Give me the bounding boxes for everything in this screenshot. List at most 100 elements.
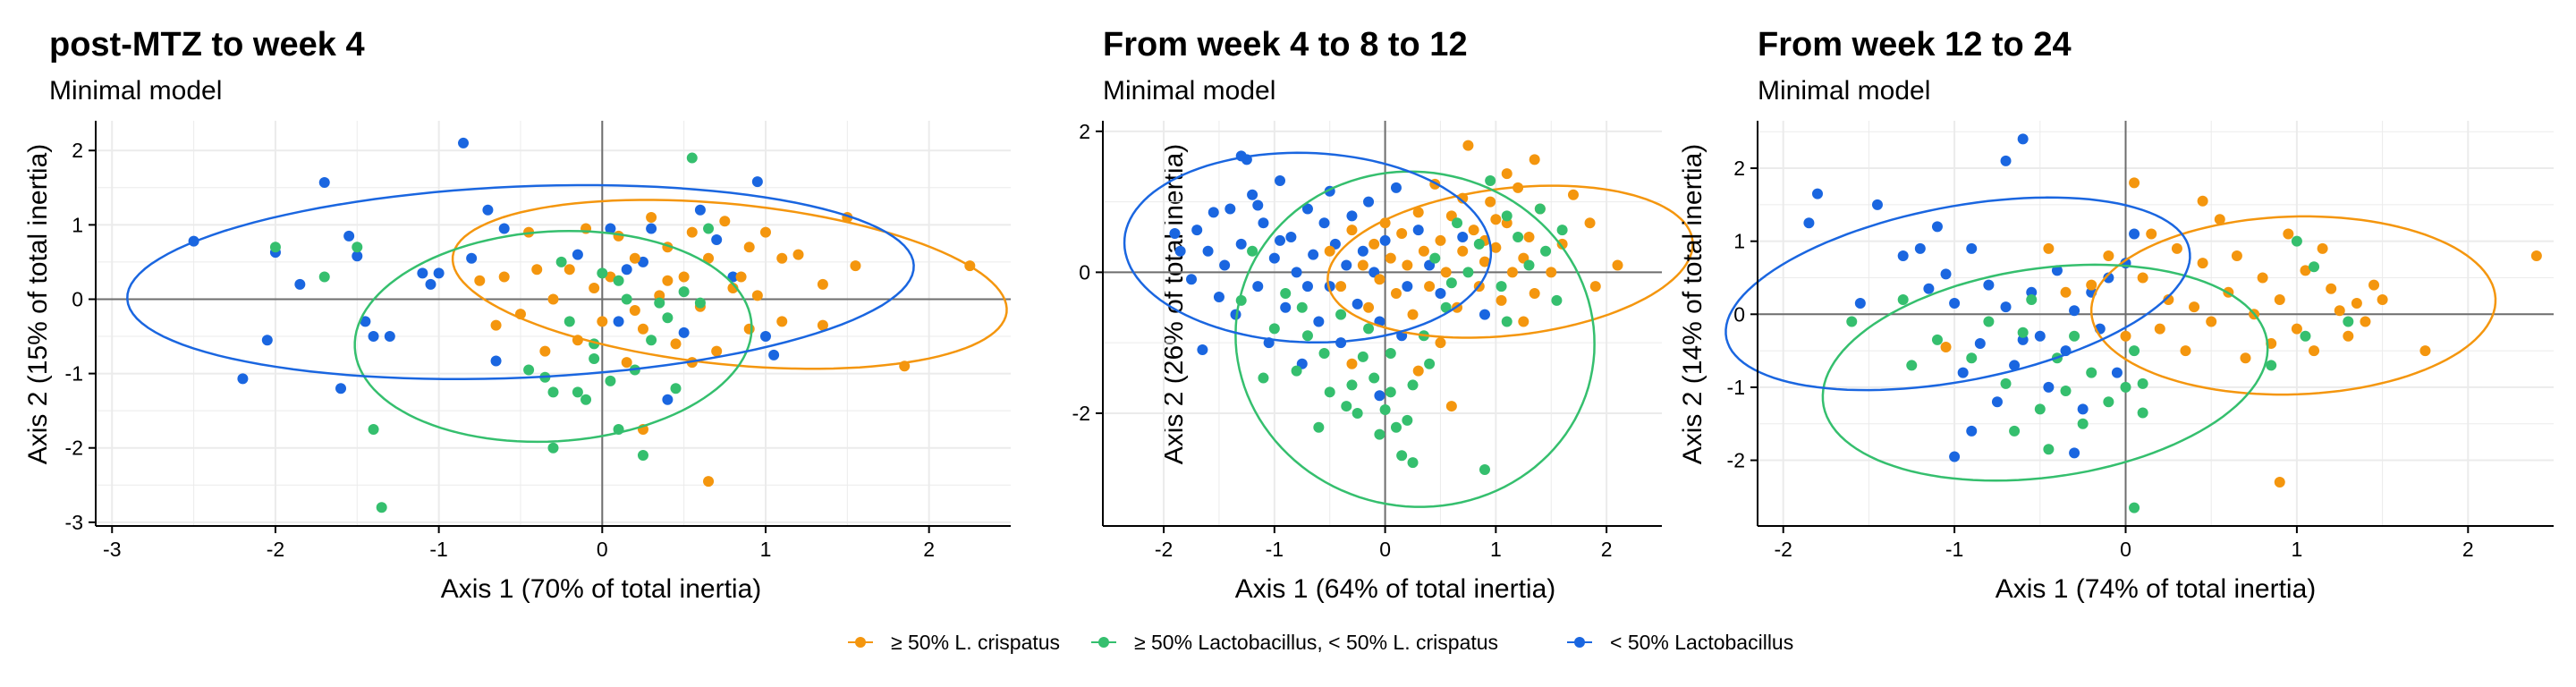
data-point-lacto bbox=[1335, 309, 1347, 320]
data-point-low bbox=[1940, 268, 1952, 280]
data-point-low bbox=[458, 137, 470, 148]
data-point-low bbox=[1169, 228, 1181, 240]
data-point-crispatus bbox=[589, 283, 600, 294]
x-tick-label: 0 bbox=[1379, 538, 1391, 561]
y-tick-label: 1 bbox=[72, 213, 83, 236]
data-point-low bbox=[490, 355, 502, 367]
data-point-low bbox=[1803, 217, 1815, 229]
data-point-lacto bbox=[547, 386, 559, 398]
chart-subtitle: Minimal model bbox=[1758, 76, 1930, 106]
data-point-low bbox=[2051, 265, 2063, 276]
data-point-lacto bbox=[564, 316, 575, 327]
data-point-low bbox=[1275, 234, 1286, 246]
chart-title: From week 4 to 8 to 12 bbox=[1103, 26, 1468, 64]
data-point-lacto bbox=[269, 242, 281, 253]
data-point-lacto bbox=[1368, 372, 1380, 384]
data-point-lacto bbox=[1341, 401, 1352, 412]
data-point-low bbox=[1402, 281, 1413, 293]
data-point-lacto bbox=[2343, 316, 2354, 327]
data-point-crispatus bbox=[654, 290, 665, 301]
data-point-lacto bbox=[2000, 377, 2012, 389]
data-point-lacto bbox=[597, 267, 608, 279]
data-point-lacto bbox=[1363, 323, 1375, 335]
data-point-crispatus bbox=[2060, 286, 2072, 298]
data-point-crispatus bbox=[1468, 225, 1479, 236]
data-point-crispatus bbox=[2206, 316, 2217, 327]
data-point-lacto bbox=[1324, 386, 1335, 398]
data-point-crispatus bbox=[1346, 358, 1358, 369]
data-point-crispatus bbox=[1589, 281, 1601, 293]
data-point-low bbox=[1341, 259, 1352, 271]
data-point-lacto bbox=[2034, 403, 2046, 415]
data-point-low bbox=[384, 331, 395, 343]
data-point-lacto bbox=[1407, 379, 1419, 391]
data-point-low bbox=[751, 176, 763, 188]
data-point-crispatus bbox=[1357, 259, 1368, 271]
data-point-low bbox=[343, 230, 355, 242]
data-point-crispatus bbox=[547, 293, 559, 305]
data-point-low bbox=[1318, 217, 1330, 229]
data-point-lacto bbox=[1280, 288, 1292, 300]
x-tick-label: 2 bbox=[923, 538, 935, 561]
gridlines bbox=[96, 121, 1011, 526]
data-point-low bbox=[294, 278, 306, 290]
data-point-crispatus bbox=[2283, 228, 2294, 240]
data-point-low bbox=[1224, 203, 1236, 215]
data-point-lacto bbox=[2069, 330, 2080, 342]
data-point-crispatus bbox=[1445, 401, 1457, 412]
data-point-lacto bbox=[1479, 463, 1490, 475]
data-point-low bbox=[1435, 288, 1446, 300]
data-point-crispatus bbox=[2154, 323, 2165, 335]
data-point-lacto bbox=[1424, 358, 1436, 369]
data-point-low bbox=[1291, 267, 1302, 278]
data-point-crispatus bbox=[1324, 245, 1335, 257]
data-point-lacto bbox=[1540, 245, 1552, 257]
data-point-crispatus bbox=[1385, 252, 1396, 264]
data-point-crispatus bbox=[2086, 279, 2097, 291]
y-tick-label: -1 bbox=[1727, 376, 1745, 399]
data-point-crispatus bbox=[2530, 250, 2542, 261]
x-tick-label: -2 bbox=[267, 538, 284, 561]
data-point-crispatus bbox=[1363, 301, 1375, 313]
confidence-ellipse-crispatus bbox=[451, 199, 1008, 370]
data-point-low bbox=[1949, 298, 1961, 310]
data-point-lacto bbox=[2009, 425, 2021, 437]
data-point-lacto bbox=[1291, 365, 1302, 377]
data-point-crispatus bbox=[1529, 154, 1540, 165]
data-point-crispatus bbox=[817, 278, 828, 290]
data-point-lacto bbox=[523, 364, 535, 376]
data-point-crispatus bbox=[1368, 238, 1380, 250]
data-point-crispatus bbox=[703, 476, 715, 488]
data-point-low bbox=[335, 383, 347, 394]
data-point-crispatus bbox=[1546, 267, 1557, 278]
data-point-crispatus bbox=[646, 212, 657, 224]
data-point-lacto bbox=[352, 242, 363, 253]
data-point-lacto bbox=[1501, 316, 1513, 327]
data-point-lacto bbox=[2129, 345, 2140, 357]
data-point-lacto bbox=[1390, 421, 1402, 433]
data-point-crispatus bbox=[1374, 274, 1385, 285]
data-point-low bbox=[2129, 228, 2140, 240]
data-point-crispatus bbox=[850, 260, 861, 272]
data-point-low bbox=[621, 264, 632, 276]
data-point-low bbox=[1357, 245, 1368, 257]
data-point-low bbox=[1931, 221, 1943, 233]
data-point-low bbox=[2043, 381, 2055, 393]
data-point-crispatus bbox=[2163, 293, 2174, 305]
data-point-crispatus bbox=[735, 271, 747, 283]
data-point-low bbox=[368, 331, 379, 343]
data-point-lacto bbox=[1402, 414, 1413, 426]
data-point-crispatus bbox=[2360, 316, 2371, 327]
y-tick-label: 2 bbox=[72, 139, 83, 162]
data-point-crispatus bbox=[2309, 345, 2320, 357]
data-point-crispatus bbox=[2043, 242, 2055, 254]
x-axis-label: Axis 1 (64% of total inertia) bbox=[1235, 574, 1556, 604]
y-axis-label: Axis 2 (14% of total inertia) bbox=[1678, 144, 1707, 465]
data-point-lacto bbox=[2043, 444, 2055, 455]
data-point-lacto bbox=[1501, 210, 1513, 222]
confidence-ellipse-lacto bbox=[353, 229, 753, 444]
chart-title: From week 12 to 24 bbox=[1758, 26, 2072, 64]
confidence-ellipse-lacto bbox=[1234, 170, 1596, 508]
data-point-low bbox=[2034, 330, 2046, 342]
data-point-lacto bbox=[1385, 386, 1396, 398]
